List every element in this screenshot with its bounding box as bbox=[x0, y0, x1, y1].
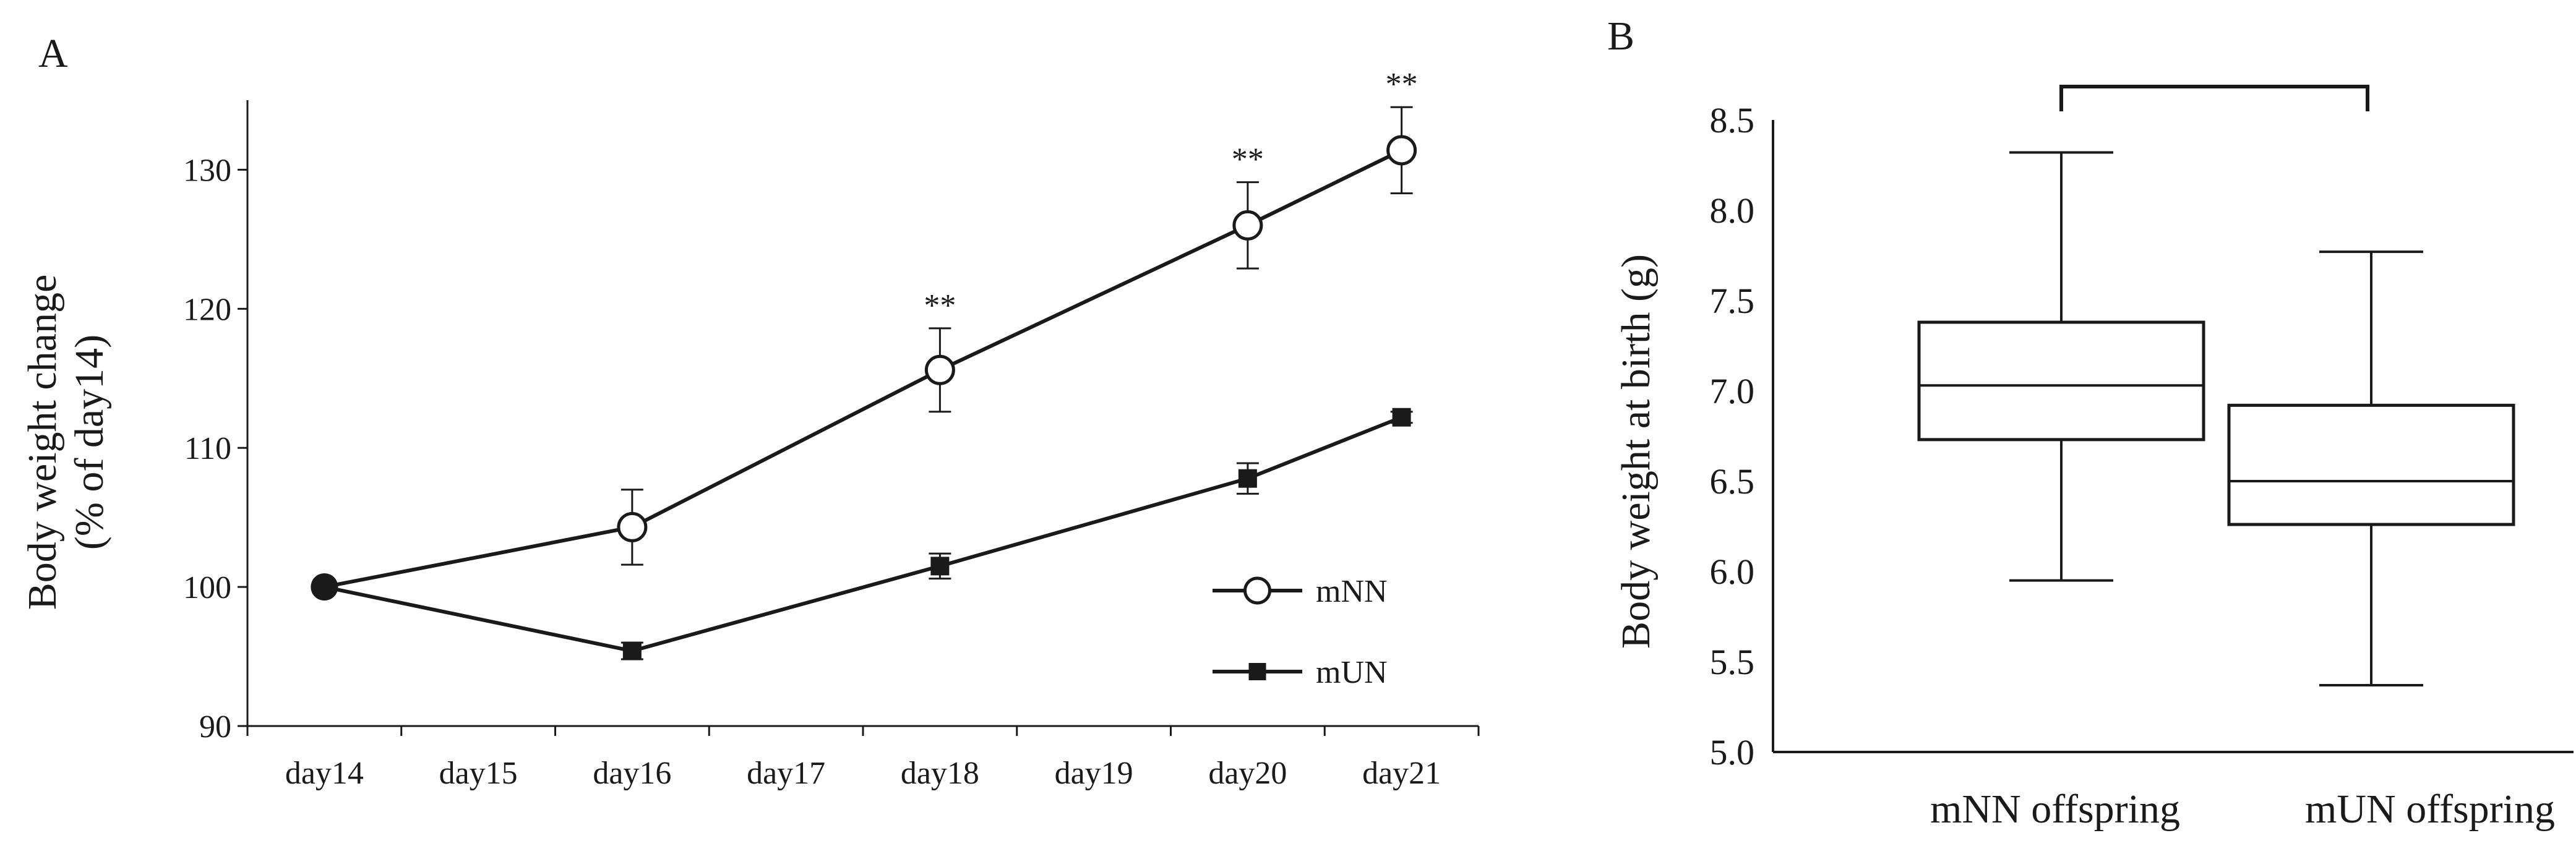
panel-b-y-ticks: 5.0 5.5 6.0 6.5 7.0 7.5 8.0 8.5 bbox=[1710, 100, 1755, 772]
panel-a-significance: ** ** ** bbox=[924, 67, 1417, 323]
panel-a-x-tick-label: day21 bbox=[1362, 756, 1441, 791]
legend-item-mNN: mNN bbox=[1213, 574, 1388, 609]
data-point-mUN bbox=[1392, 408, 1411, 427]
panel-a-y-tick-label: 130 bbox=[183, 153, 231, 188]
interquartile-box bbox=[1917, 320, 2205, 442]
panel-b-y-axis-title: Body weight at birth (g) bbox=[1613, 254, 1659, 649]
panel-a-x-tick-label: day19 bbox=[1055, 756, 1133, 791]
data-point-mUN bbox=[622, 641, 642, 660]
panel-a-y-tick-label: 110 bbox=[184, 431, 231, 466]
panel-a-x-tick-label: day18 bbox=[901, 756, 979, 791]
panel-b-category-label: mUN offspring bbox=[2305, 787, 2555, 832]
data-point-mNN bbox=[924, 354, 955, 385]
data-point-mUN bbox=[1238, 469, 1257, 488]
panel-b-categories: mNN offspring mUN offspring bbox=[1930, 787, 2555, 832]
data-point-mNN bbox=[1386, 135, 1417, 166]
panel-b-y-tick-label: 6.5 bbox=[1710, 461, 1755, 502]
series-mUN bbox=[311, 408, 1413, 660]
panel-a-y-axis-title-line1: Body weight change bbox=[20, 275, 65, 610]
series-mNN bbox=[311, 106, 1417, 601]
panel-b-y-tick-label: 8.0 bbox=[1710, 190, 1755, 231]
panel-a-label: A bbox=[38, 31, 68, 76]
panel-a-x-tick-label: day16 bbox=[593, 756, 671, 791]
panel-a-x-tick-label: day20 bbox=[1208, 756, 1287, 791]
significance-marker: ** bbox=[924, 288, 956, 323]
panel-b-axes bbox=[1772, 120, 2574, 753]
interquartile-box bbox=[2227, 403, 2515, 526]
legend-label: mUN bbox=[1316, 655, 1388, 690]
panel-a-y-axis-title-line2: (% of day14) bbox=[67, 335, 112, 550]
panel-a-y-tick-label: 120 bbox=[183, 292, 231, 327]
panel-b-y-tick-label: 6.0 bbox=[1710, 552, 1755, 592]
box-mun bbox=[2227, 250, 2515, 686]
significance-marker: ** bbox=[1386, 67, 1418, 102]
panel-a-axes bbox=[246, 100, 1479, 727]
data-point-mNN bbox=[617, 511, 648, 542]
panel-a-y-axis-title: Body weight change (% of day14) bbox=[20, 275, 112, 610]
panel-b-y-tick-label: 8.5 bbox=[1710, 100, 1755, 140]
data-point-mNN bbox=[1232, 210, 1263, 241]
panel-a-y-tick-label: 100 bbox=[183, 570, 231, 605]
legend-marker bbox=[1243, 576, 1271, 605]
panel-a-x-tick-label: day17 bbox=[747, 756, 825, 791]
panel-b-y-axis-title-text: Body weight at birth (g) bbox=[1613, 254, 1659, 649]
legend-label: mNN bbox=[1316, 574, 1388, 609]
panel-b-y-tick-label: 7.0 bbox=[1710, 371, 1755, 411]
panel-a-x-tick-label: day14 bbox=[285, 756, 364, 791]
panel-a-legend: mNN mUN bbox=[1213, 574, 1388, 690]
data-point-start bbox=[311, 573, 338, 601]
box-mnn bbox=[1917, 151, 2205, 582]
panel-a-y-tick-label: 90 bbox=[199, 709, 231, 745]
panel-a-x-tick-label: day15 bbox=[439, 756, 518, 791]
panel-b-box-plot: B 5.0 5.5 6.0 6.5 7.0 7.5 8.0 8.5 mNN offspring… bbox=[1607, 14, 2574, 832]
panel-a-series bbox=[311, 106, 1417, 660]
panel-a-x-ticks: day14 day15 day16 day17 day18 day19 day20 day21 bbox=[246, 726, 1480, 791]
panel-b-comparison-bracket bbox=[2059, 85, 2369, 111]
comparison-bracket-line bbox=[2059, 85, 2369, 111]
panel-b-label: B bbox=[1607, 14, 1634, 59]
significance-marker: ** bbox=[1232, 142, 1264, 177]
panel-b-y-tick-label: 7.5 bbox=[1710, 281, 1755, 321]
series-line-mUN bbox=[324, 415, 1402, 653]
panel-b-category-label: mNN offspring bbox=[1930, 787, 2180, 832]
panel-b-y-tick-label: 5.5 bbox=[1710, 642, 1755, 682]
panel-b-y-tick-label: 5.0 bbox=[1710, 732, 1755, 772]
panel-b-boxes bbox=[1917, 151, 2515, 686]
legend-marker bbox=[1248, 663, 1266, 680]
legend-item-mUN: mUN bbox=[1213, 655, 1388, 690]
data-point-mUN bbox=[930, 557, 950, 576]
panel-a-y-ticks: 90 100 110 120 130 bbox=[183, 153, 247, 745]
